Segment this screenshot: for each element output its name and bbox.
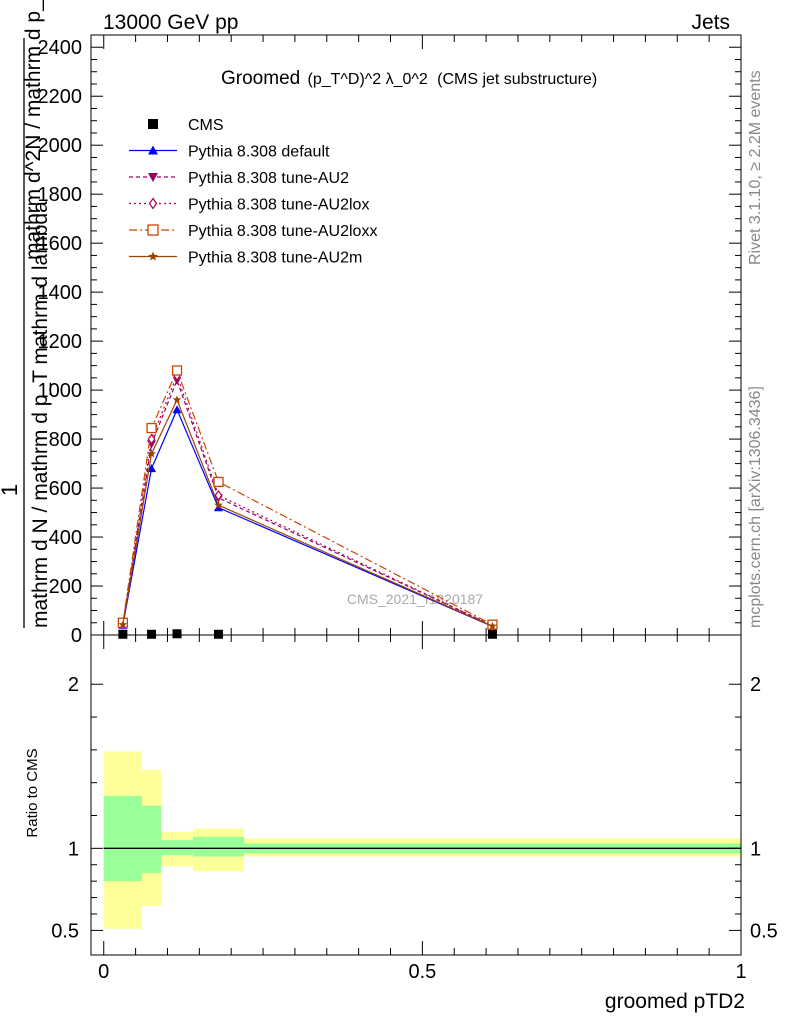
collision-label: 13000 GeV pp (103, 11, 238, 34)
data-point (148, 197, 158, 210)
data-point (172, 395, 182, 404)
main-y-axis: 0 200 400 600 800 1000 1200 1400 1600 1800 2000 220… (38, 37, 741, 647)
series-line (122, 378, 493, 627)
data-point (146, 422, 157, 434)
ratio-y-tick-label-right: 1 (750, 838, 761, 860)
y-tick-label: 1400 (38, 282, 83, 304)
data-point (172, 629, 182, 639)
legend-entry: Pythia 8.308 tune-AU2lox (129, 197, 369, 214)
data-point (147, 629, 157, 639)
ratio-y-tick-label: 0.5 (51, 920, 79, 942)
data-point (148, 173, 158, 182)
data-point (148, 119, 158, 129)
main-x-ticks (103, 35, 742, 635)
mcplots-label: mcplots.cern.ch [arXiv:1306.3436] (747, 386, 764, 628)
y-tick-label: 1000 (38, 380, 83, 402)
main-ylabel-numerator: 1 (0, 484, 22, 496)
data-point (213, 476, 224, 488)
ratio-y-axis: 0.5 0.5 1 1 2 2 (51, 674, 778, 942)
ratio-uncertainty-bands (103, 751, 742, 929)
data-point (148, 145, 158, 155)
y-tick-label: 0 (71, 625, 82, 647)
data-point (148, 251, 158, 261)
x-axis: 0 0.5 1 (98, 635, 747, 983)
y-tick-label: 800 (49, 429, 82, 451)
y-tick-label: 1800 (38, 184, 83, 206)
x-tick-label: 0.5 (408, 961, 436, 983)
ratio-ylabel: Ratio to CMS (24, 748, 41, 837)
inner-band (141, 805, 162, 873)
y-tick-label: 1200 (38, 331, 83, 353)
inner-band (103, 795, 142, 882)
legend-label: Pythia 8.308 tune-AU2lox (188, 197, 369, 214)
x-tick-label: 0 (98, 961, 109, 983)
rivet-version-label: Rivet 3.1.10, ≥ 2.2M events (747, 70, 764, 265)
main-title: Groomed (p_T^D)^2 λ_0^2 (CMS jet substru… (221, 68, 597, 89)
analysis-category: Jets (691, 11, 730, 34)
data-point (118, 629, 128, 639)
ratio-y-tick-label-right: 2 (750, 674, 761, 696)
inner-band (192, 836, 244, 857)
data-point (214, 489, 223, 501)
main-title-prefix: Groomed (221, 68, 300, 89)
data-point (213, 629, 223, 639)
main-series-group (117, 365, 498, 639)
ratio-plot-frame (90, 634, 742, 956)
ratio-y-tick-label-right: 0.5 (750, 920, 778, 942)
legend-entry: Pythia 8.308 tune-AU2loxx (129, 223, 377, 240)
main-ylabel-extra: mathrm d^2N / mathrm d p_T mathrm d lamb… (22, 0, 45, 260)
inner-band (161, 840, 193, 855)
legend-label: Pythia 8.308 tune-AU2m (188, 250, 362, 267)
main-ylabel-denominator: mathrm d N / mathrm d p_T mathrm d lambd… (29, 201, 52, 628)
legend-entry: Pythia 8.308 tune-AU2m (129, 250, 362, 267)
watermark: CMS_2021_I1920187 (347, 591, 483, 607)
series-4 (117, 365, 498, 630)
main-title-suffix: (CMS jet substructure) (437, 71, 597, 88)
ratio-y-tick-label: 1 (68, 838, 79, 860)
series-5 (118, 395, 497, 630)
main-plot-panel: 0 200 400 600 800 1000 1200 1400 1600 1800 2000 220… (0, 0, 742, 647)
data-point (171, 365, 183, 376)
data-point (118, 620, 128, 629)
legend-entry: CMS (148, 117, 224, 134)
main-title-math: (p_T^D)^2 λ_0^2 (307, 71, 427, 88)
data-point (214, 500, 223, 509)
legend-label: Pythia 8.308 tune-AU2 (188, 170, 349, 187)
y-tick-label: 2400 (38, 37, 83, 59)
legend-entry: Pythia 8.308 default (129, 144, 330, 161)
data-point (487, 629, 497, 639)
y-tick-label: 1600 (38, 233, 83, 255)
data-point (147, 449, 156, 458)
legend-label: CMS (188, 117, 224, 134)
series-0 (118, 629, 497, 639)
x-tick-label: 1 (735, 961, 746, 983)
legend-label: Pythia 8.308 default (188, 144, 330, 161)
data-point (488, 621, 497, 630)
y-tick-label: 200 (49, 576, 82, 598)
legend-label: Pythia 8.308 tune-AU2loxx (188, 223, 377, 240)
y-tick-label: 600 (49, 478, 82, 500)
y-tick-label: 2000 (38, 135, 83, 157)
ratio-y-tick-label: 2 (68, 674, 79, 696)
ratio-plot-panel: 0.5 0.51 12 2 0 0.5 1 Ratio to CMS groomed pT… (24, 634, 778, 1013)
x-axis-label: groomed pTD2 (605, 990, 745, 1013)
data-point (147, 224, 159, 236)
data-point (172, 405, 182, 414)
y-tick-label: 400 (49, 527, 82, 549)
y-tick-label: 2200 (38, 86, 83, 108)
legend: CMS Pythia 8.308 default Pythia 8.308 tune… (129, 117, 377, 267)
legend-entry: Pythia 8.308 tune-AU2 (129, 170, 349, 187)
